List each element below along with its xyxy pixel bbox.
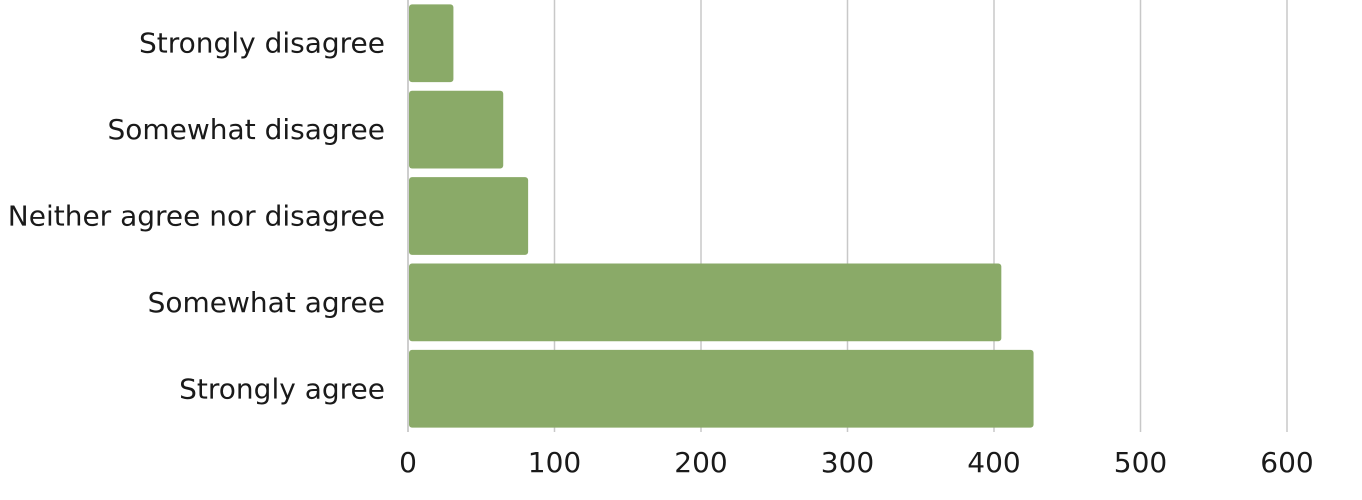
bar-somewhat-agree (409, 263, 1002, 342)
category-label: Strongly agree (179, 372, 385, 405)
category-label: Somewhat disagree (107, 113, 385, 146)
x-tick-label: 500 (1114, 446, 1167, 479)
category-label: Somewhat agree (148, 286, 385, 319)
bar-neither-agree-nor-disagree (409, 177, 529, 255)
category-label: Neither agree nor disagree (8, 200, 385, 233)
x-tick-label: 100 (528, 446, 581, 479)
bars (409, 4, 1034, 428)
bar-strongly-disagree (409, 4, 454, 83)
bar-somewhat-disagree (409, 90, 504, 169)
bar-strongly-agree (409, 349, 1034, 428)
x-tick-label: 300 (821, 446, 874, 479)
x-tick-labels: 0 100 200 300 400 500 600 (399, 446, 1314, 479)
x-tick-label: 200 (674, 446, 727, 479)
category-labels: Strongly disagree Somewhat disagree Neithe… (8, 27, 385, 406)
x-tick-label: 400 (967, 446, 1020, 479)
category-label: Strongly disagree (139, 27, 385, 60)
x-tick-label: 0 (399, 446, 417, 479)
x-tick-label: 600 (1260, 446, 1313, 479)
